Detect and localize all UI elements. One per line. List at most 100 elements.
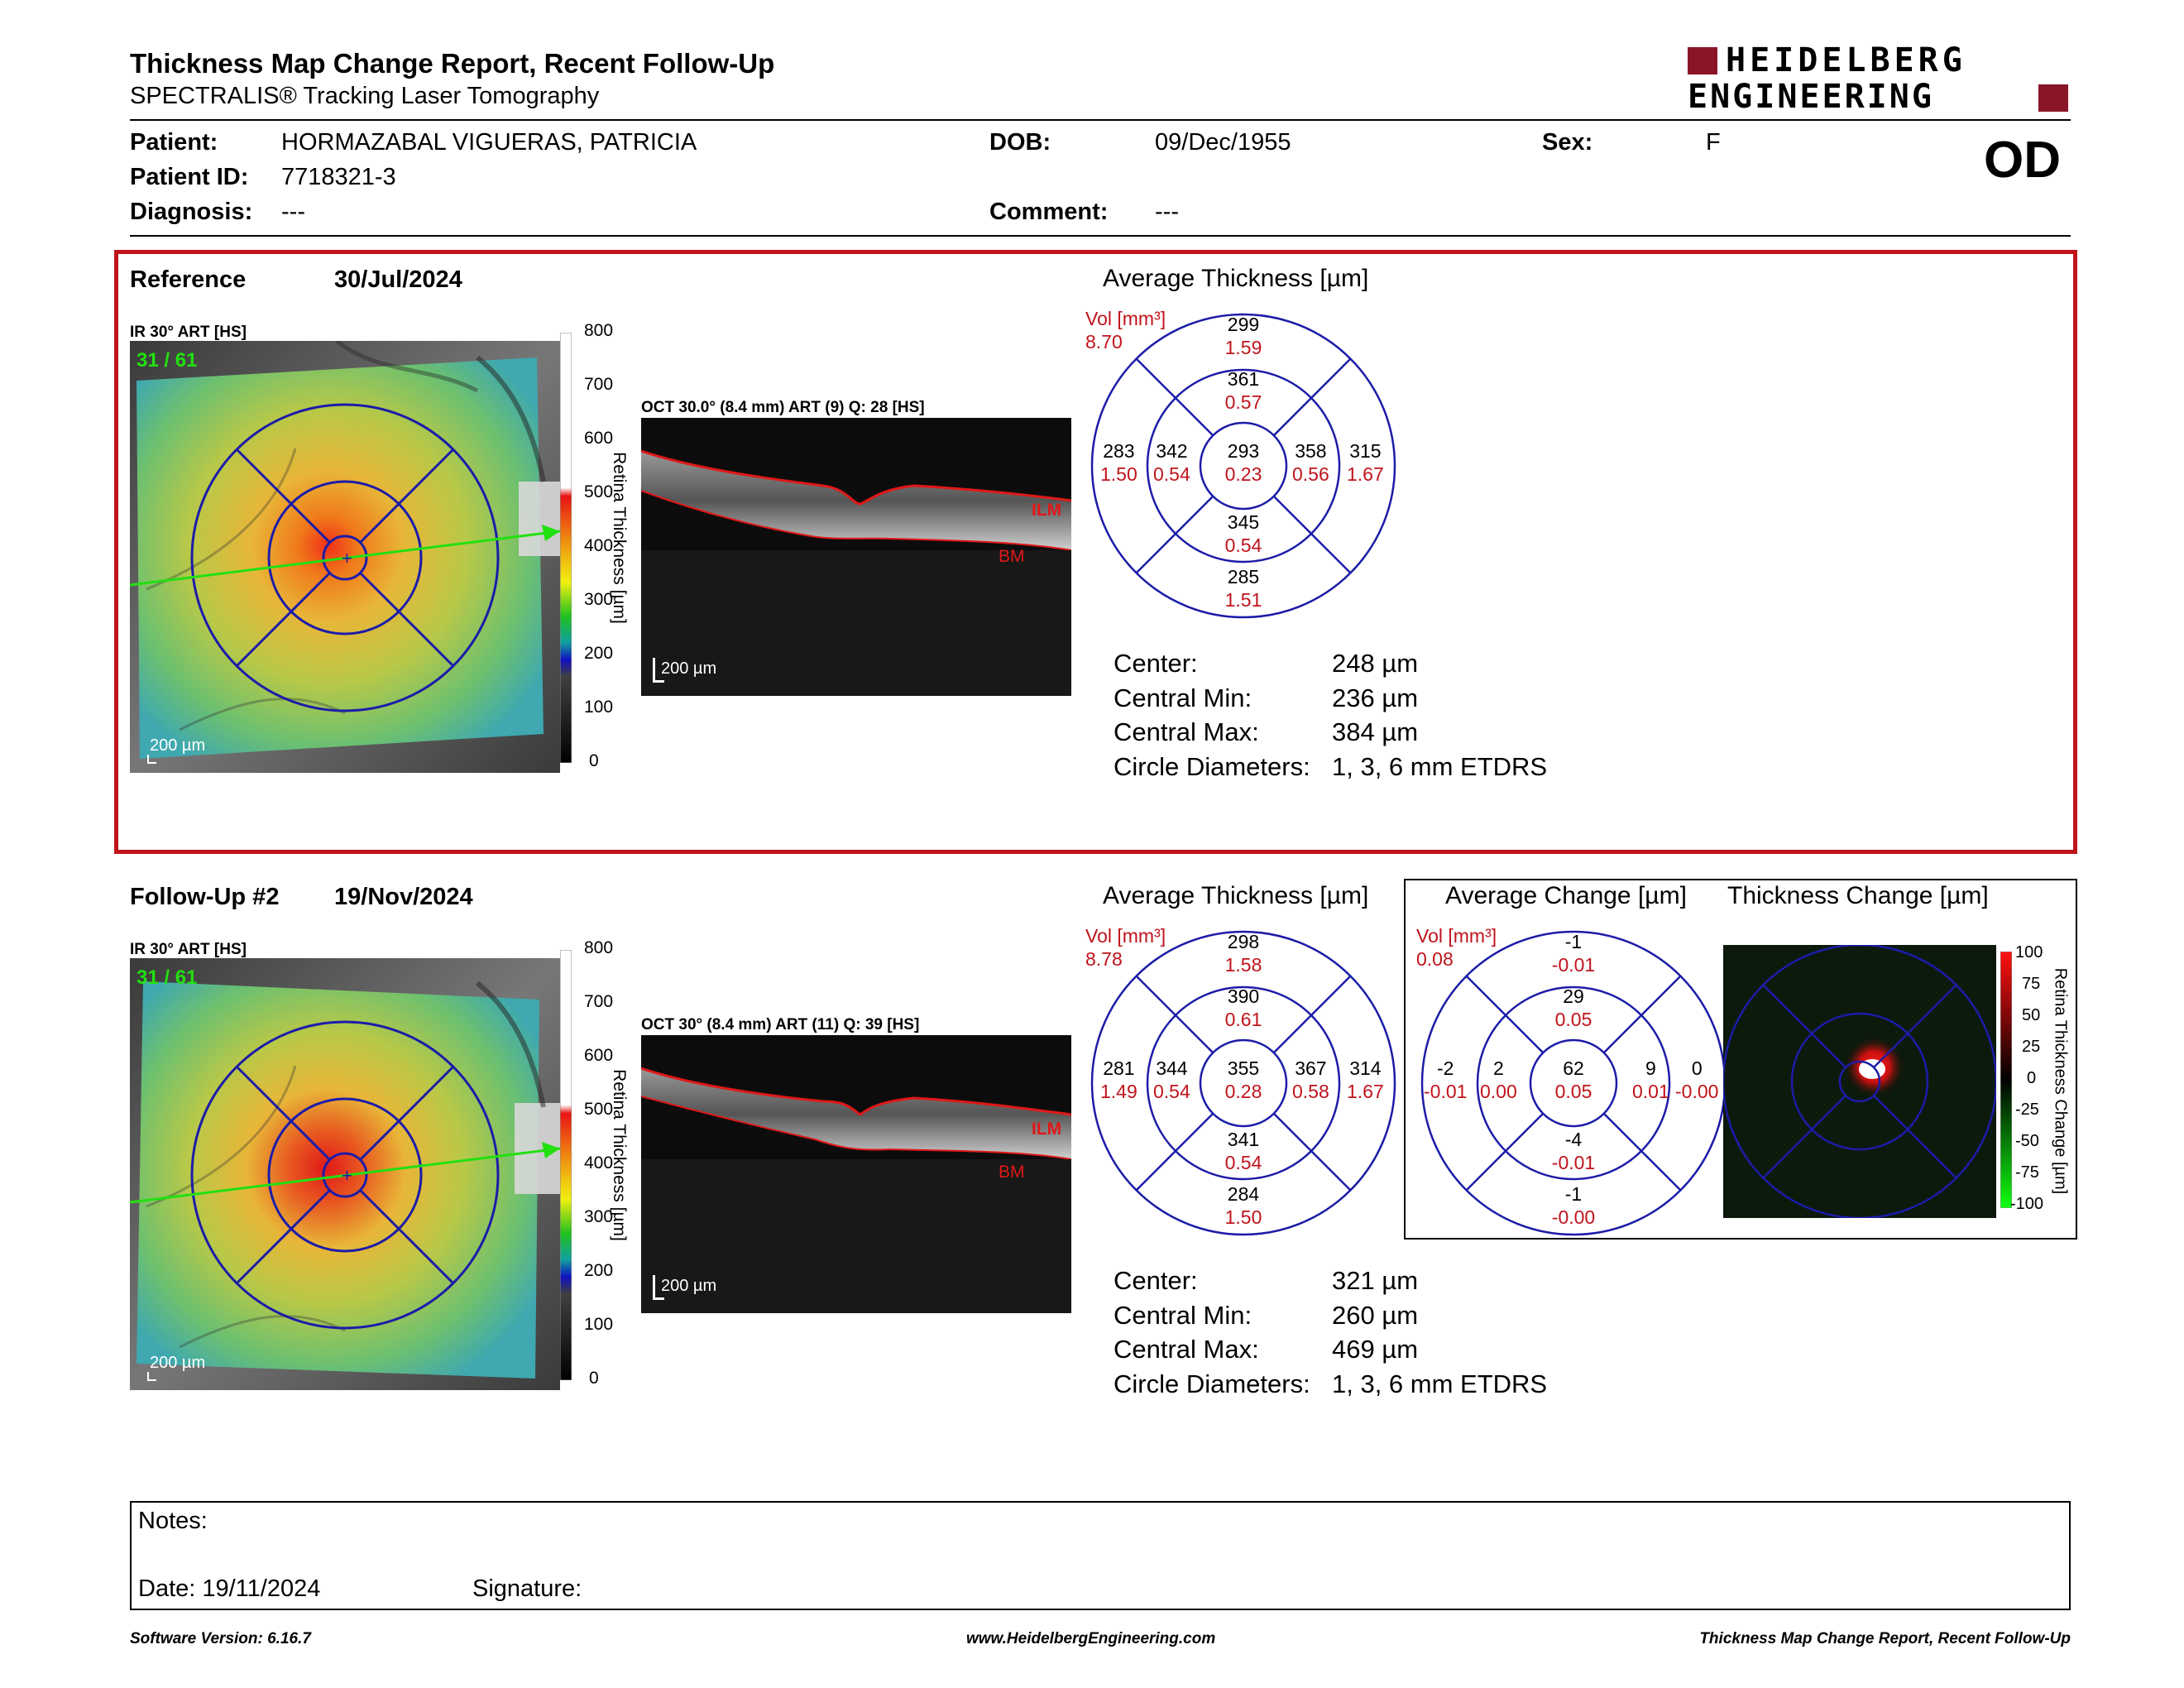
followup-thickness-colorbar [559, 949, 572, 1381]
followup-center-value: 321 µm [1332, 1266, 1419, 1295]
reference-ir-label: IR 30° ART [HS] [130, 324, 247, 341]
sex-label: Sex: [1542, 129, 1593, 156]
change-vol-value: 0.08 [1416, 948, 1454, 970]
reference-oct-label: OCT 30.0° (8.4 mm) ART (9) Q: 28 [HS] [641, 399, 925, 416]
dob-value: 09/Dec/1955 [1155, 129, 1291, 156]
reference-thickness-colorbar [559, 332, 572, 764]
followup-central-max-value: 469 µm [1332, 1335, 1419, 1364]
reference-inner-superior: 361 0.57 [1224, 368, 1262, 413]
followup-outer-superior: 298 1.58 [1224, 931, 1262, 976]
followup-outer-temporal: 281 1.49 [1100, 1057, 1138, 1102]
reference-circle-diameters-label: Circle Diameters: [1114, 752, 1310, 781]
followup-colorbar-tick: 400 [584, 1153, 614, 1172]
report-subtitle: SPECTRALIS® Tracking Laser Tomography [130, 83, 600, 109]
reference-outer-superior: 299 1.59 [1224, 314, 1262, 358]
reference-outer-temporal: 283 1.50 [1100, 440, 1138, 485]
followup-label: Follow-Up #2 [130, 884, 280, 910]
change-colorbar-tick: 25 [2022, 1038, 2041, 1056]
followup-bm-label: BM [999, 1163, 1025, 1182]
change-inner-nasal: 9 0.01 [1632, 1057, 1669, 1102]
reference-central-max-value: 384 µm [1332, 717, 1419, 746]
followup-colorbar-tick: 0 [589, 1369, 599, 1388]
reference-etdrs-grid: 299 1.59 361 0.57 283 1.50 342 0.54 293 0.23 … [1090, 313, 1396, 619]
change-vol-label: Vol [mm³] [1416, 925, 1497, 947]
report-title: Thickness Map Change Report, Recent Foll… [130, 48, 775, 79]
followup-colorbar-tick: 700 [584, 992, 614, 1011]
dob-label: DOB: [989, 129, 1051, 156]
reference-inner-nasal: 358 0.56 [1292, 440, 1329, 485]
change-colorbar-tick: 0 [2027, 1069, 2037, 1087]
reference-label: Reference [130, 266, 247, 293]
reference-central-max-label: Central Max: [1114, 717, 1259, 746]
change-inner-temporal: 2 0.00 [1480, 1057, 1517, 1102]
thickness-change-map [1723, 945, 1996, 1218]
followup-colorbar-ticks: 800 700 600 500 400 300 200 100 0 [579, 938, 613, 1390]
change-avg-title: Average Change [µm] [1445, 882, 1687, 909]
change-center: 62 0.05 [1554, 1057, 1592, 1102]
reference-colorbar-tick: 600 [584, 429, 614, 448]
followup-colorbar-tick: 300 [584, 1207, 614, 1226]
followup-colorbar-tick: 200 [584, 1261, 614, 1280]
comment-value: --- [1155, 199, 1179, 225]
followup-colorbar-tick: 600 [584, 1046, 614, 1065]
reference-outer-nasal: 315 1.67 [1347, 440, 1384, 485]
reference-ilm-label: ILM [1032, 501, 1062, 520]
reference-fundus-thickness-map: + 31 / 61 200 µm [130, 341, 560, 773]
reference-oct-scale: 200 µm [661, 659, 717, 678]
followup-outer-inferior: 284 1.50 [1224, 1183, 1262, 1228]
comment-label: Comment: [989, 199, 1109, 225]
change-colorbar-tick: -25 [2015, 1101, 2039, 1119]
followup-vol-label: Vol [mm³] [1085, 925, 1166, 947]
followup-outer-nasal: 314 1.67 [1347, 1057, 1384, 1102]
followup-colorbar-tick: 500 [584, 1100, 614, 1119]
change-inner-inferior: -4 -0.01 [1551, 1129, 1596, 1173]
reference-colorbar-title: Retina Thickness [µm] [610, 452, 629, 624]
reference-colorbar-tick: 700 [584, 375, 614, 394]
reference-frame-counter: 31 / 61 [136, 349, 198, 372]
reference-central-min-value: 236 µm [1332, 683, 1419, 712]
notes-date: Date: 19/11/2024 [138, 1575, 321, 1602]
reference-colorbar-ticks: 800 700 600 500 400 300 200 100 0 [579, 321, 613, 773]
followup-colorbar-tick: 100 [584, 1315, 614, 1334]
svg-text:+: + [342, 548, 352, 568]
followup-inner-superior: 390 0.61 [1224, 985, 1262, 1030]
change-etdrs-grid: -1 -0.01 29 0.05 -2 -0.01 2 0.00 62 0.05 9 0.0… [1420, 930, 1727, 1236]
reference-bm-label: BM [999, 547, 1025, 566]
followup-frame-counter: 31 / 61 [136, 966, 198, 989]
reference-colorbar-tick: 300 [584, 590, 614, 609]
reference-center-label: Center: [1114, 649, 1198, 678]
logo-line-1: HEIDELBERG [1726, 41, 1966, 79]
change-inner-superior: 29 0.05 [1554, 985, 1592, 1030]
change-colorbar-tick: -100 [2010, 1195, 2044, 1213]
diagnosis-value: --- [281, 199, 305, 225]
reference-date: 30/Jul/2024 [334, 266, 462, 293]
reference-vol-value: 8.70 [1085, 331, 1123, 352]
notes-box: Notes: Date: 19/11/2024 Signature: [130, 1501, 2071, 1610]
followup-oct-scale: 200 µm [661, 1277, 717, 1295]
followup-colorbar-tick: 800 [584, 938, 614, 957]
followup-circle-diameters-value: 1, 3, 6 mm ETDRS [1332, 1369, 1548, 1398]
followup-oct-label: OCT 30° (8.4 mm) ART (11) Q: 39 [HS] [641, 1016, 920, 1033]
patient-label: Patient: [130, 129, 218, 156]
footer-software-version: Software Version: 6.16.7 [130, 1630, 311, 1647]
change-panel [1404, 879, 2077, 1240]
followup-avg-thickness-title: Average Thickness [µm] [1103, 882, 1369, 909]
change-colorbar [2000, 951, 2013, 1209]
followup-circle-diameters-label: Circle Diameters: [1114, 1369, 1310, 1398]
reference-oct-bscan: ILM BM 200 µm [641, 418, 1071, 696]
reference-fundus-scale: 200 µm [150, 736, 206, 755]
reference-colorbar-tick: 800 [584, 321, 614, 340]
patient-id-label: Patient ID: [130, 164, 249, 190]
change-colorbar-tick: 75 [2022, 975, 2041, 993]
reference-colorbar-tick: 0 [589, 751, 599, 770]
reference-colorbar-tick: 400 [584, 536, 614, 555]
change-colorbar-title: Retina Thickness Change [µm] [2051, 967, 2070, 1195]
reference-highlight-box [114, 250, 2077, 854]
change-colorbar-tick: -75 [2015, 1163, 2039, 1182]
followup-central-min-label: Central Min: [1114, 1301, 1252, 1330]
change-colorbar-ticks: 100 75 50 25 0 -25 -50 -75 -100 [2010, 943, 2048, 1216]
reference-colorbar-tick: 500 [584, 482, 614, 501]
followup-inner-inferior: 341 0.54 [1224, 1129, 1262, 1173]
reference-circle-diameters-value: 1, 3, 6 mm ETDRS [1332, 752, 1548, 781]
footer-report-name: Thickness Map Change Report, Recent Foll… [1699, 1630, 2071, 1647]
